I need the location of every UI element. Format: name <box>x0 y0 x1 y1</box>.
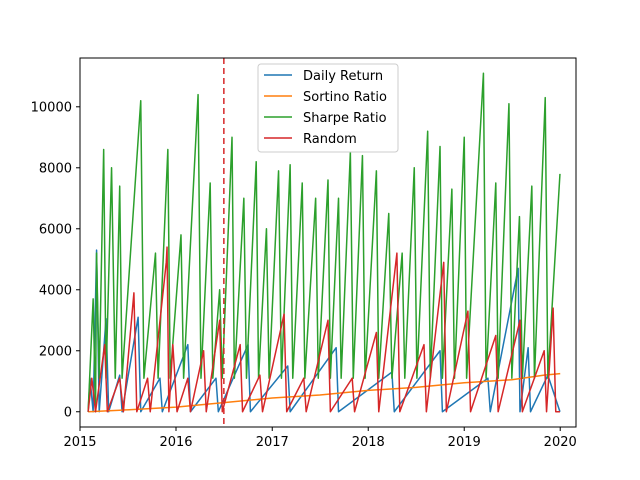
x-tick-label-0: 2015 <box>63 435 96 450</box>
y-tick-label-0: 0 <box>64 405 72 420</box>
y-tick-label-3: 6000 <box>39 222 72 237</box>
y-axis: 0 2000 4000 6000 8000 10000 <box>31 100 80 420</box>
series-layer <box>87 72 561 413</box>
x-tick-label-2: 2017 <box>256 435 289 450</box>
x-axis: 2015 2016 2017 2018 2019 2020 <box>63 427 577 450</box>
legend-label-3: Random <box>303 132 357 147</box>
y-tick-label-1: 2000 <box>39 344 72 359</box>
series-line-2 <box>87 72 561 413</box>
legend: Daily Return Sortino Ratio Sharpe Ratio Ran… <box>257 63 399 153</box>
series-line-1 <box>88 372 561 413</box>
x-tick-label-1: 2016 <box>159 435 192 450</box>
legend-label-0: Daily Return <box>303 69 383 84</box>
y-tick-label-5: 10000 <box>31 100 72 115</box>
legend-box <box>257 63 399 153</box>
x-tick-label-3: 2018 <box>352 435 385 450</box>
y-tick-label-4: 8000 <box>39 161 72 176</box>
series-line-3 <box>87 246 560 413</box>
legend-label-1: Sortino Ratio <box>303 90 387 105</box>
x-tick-label-4: 2019 <box>448 435 481 450</box>
plot-frame <box>79 57 577 428</box>
x-tick-label-5: 2020 <box>544 435 577 450</box>
y-tick-label-2: 4000 <box>39 283 72 298</box>
legend-label-2: Sharpe Ratio <box>303 111 387 126</box>
